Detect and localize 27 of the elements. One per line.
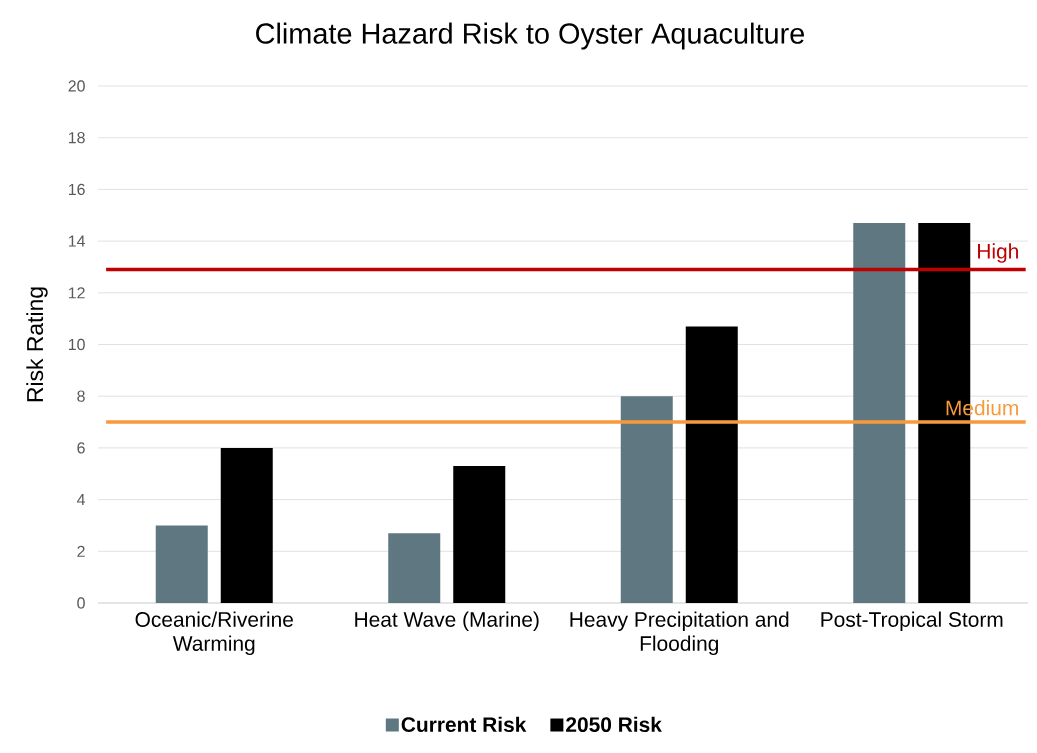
bar (453, 465, 506, 603)
y-tick-label: 6 (77, 442, 85, 454)
bar (220, 447, 273, 603)
y-axis-title: Risk Rating (26, 287, 48, 402)
bar (155, 525, 208, 603)
y-tick-label: 4 (76, 494, 86, 506)
bar (388, 533, 441, 603)
bar (620, 396, 673, 603)
y-tick-label: 16 (68, 183, 85, 196)
x-tick-label: Heavy Precipitation and Flooding (570, 611, 789, 656)
x-tick-label: Oceanic/Riverine Warming (135, 611, 293, 656)
y-tick-label: 20 (68, 80, 85, 92)
y-tick-label: 12 (68, 287, 85, 299)
y-tick-label: 18 (68, 132, 85, 144)
y-tick-label: 14 (68, 235, 85, 247)
y-tick-label: 10 (68, 338, 85, 351)
chart-title: Climate Hazard Risk to Oyster Aquaculture (256, 22, 804, 50)
y-tick-label: 0 (77, 597, 85, 609)
x-tick-label: Heat Wave (Marine) (355, 611, 539, 632)
legend-label: 2050 Risk (566, 716, 662, 733)
ref-line-label: High (978, 243, 1018, 263)
bar (685, 326, 738, 603)
bar (853, 223, 906, 603)
legend-label: Current Risk (401, 716, 527, 733)
x-tick-label: Post-Tropical Storm (821, 611, 1003, 632)
y-tick-label: 2 (77, 545, 85, 557)
y-tick-label: 8 (77, 390, 85, 402)
